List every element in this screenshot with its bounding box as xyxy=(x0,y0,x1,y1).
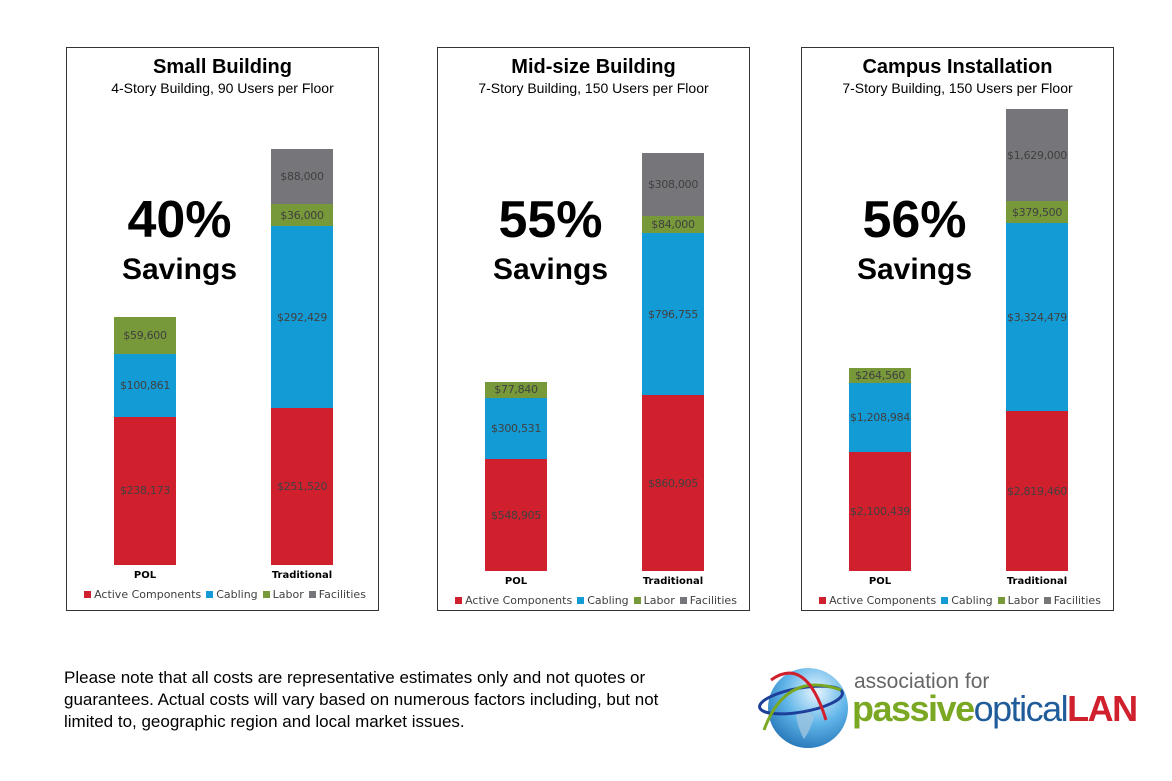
bar-segment-labor: $36,000 xyxy=(271,203,333,227)
category-label: Traditional xyxy=(1006,576,1068,587)
category-label: POL xyxy=(504,576,528,587)
category-label: Traditional xyxy=(271,570,333,581)
chart-subtitle: 7-Story Building, 150 Users per Floor xyxy=(478,80,709,96)
legend-label: Active Components xyxy=(465,594,573,607)
legend-swatch xyxy=(1043,597,1051,604)
legend-label: Facilities xyxy=(1053,594,1101,607)
category-label: POL xyxy=(133,570,157,581)
legend-label: Facilities xyxy=(318,588,366,601)
legend-label: Facilities xyxy=(689,594,737,607)
category-label: POL xyxy=(868,576,892,587)
legend-swatch xyxy=(308,591,316,598)
logo-wordmark: passiveopticalLAN xyxy=(852,688,1138,729)
chart-panel: Campus Installation 7-Story Building, 150… xyxy=(801,47,1114,611)
chart-panel: Mid-size Building 7-Story Building, 150 U… xyxy=(437,47,750,611)
bar-segment-labor: $59,600 xyxy=(114,316,176,354)
legend-swatch xyxy=(997,597,1005,604)
category-label: Traditional xyxy=(642,576,704,587)
legend-label: Labor xyxy=(643,594,675,607)
bar-segment-labor: $84,000 xyxy=(642,215,704,233)
bar-segment-labor: $264,560 xyxy=(849,368,911,384)
chart-title: Mid-size Building xyxy=(511,56,676,78)
chart-title: Small Building xyxy=(153,56,292,78)
bar-segment-facilities: $88,000 xyxy=(271,149,333,204)
savings-percent: 56% xyxy=(862,191,967,249)
legend-swatch xyxy=(84,591,92,598)
savings-percent: 40% xyxy=(127,191,232,249)
bar-segment-active-components: $2,100,439 xyxy=(849,451,911,571)
logo-line1: association for xyxy=(854,670,990,693)
savings-label: Savings xyxy=(492,253,609,286)
apolan-logo: association for passiveopticalLAN xyxy=(756,660,1138,755)
savings-percent: 55% xyxy=(498,191,603,249)
chart-legend: Active Components Cabling Labor Facilities xyxy=(67,588,378,601)
bar-segment-active-components: $860,905 xyxy=(642,395,704,571)
bar-segment-active-components: $548,905 xyxy=(485,459,547,571)
bar-segment-facilities: $308,000 xyxy=(642,153,704,216)
legend-label: Labor xyxy=(1007,594,1039,607)
legend-label: Cabling xyxy=(951,594,993,607)
bar-segment-cabling: $796,755 xyxy=(642,232,704,396)
chart-title: Campus Installation xyxy=(862,56,1053,78)
chart-legend: Active Components Cabling Labor Facilities xyxy=(802,594,1113,607)
bar-segment-cabling: $292,429 xyxy=(271,226,333,409)
bar-segment-active-components: $251,520 xyxy=(271,408,333,565)
bar-segment-cabling: $100,861 xyxy=(114,353,176,417)
legend-label: Labor xyxy=(272,588,304,601)
legend-swatch xyxy=(577,597,585,604)
bar-segment-labor: $77,840 xyxy=(485,381,547,398)
bar-segment-cabling: $300,531 xyxy=(485,397,547,460)
bar-segment-labor: $379,500 xyxy=(1006,201,1068,223)
legend-swatch xyxy=(262,591,270,598)
legend-swatch xyxy=(206,591,214,598)
legend-swatch xyxy=(455,597,463,604)
chart-subtitle: 7-Story Building, 150 Users per Floor xyxy=(842,80,1073,96)
legend-label: Active Components xyxy=(829,594,937,607)
legend-label: Active Components xyxy=(94,588,202,601)
chart-legend: Active Components Cabling Labor Facilities xyxy=(438,594,749,607)
bar-segment-cabling: $3,324,479 xyxy=(1006,222,1068,412)
chart-panel: Small Building 4-Story Building, 90 Users… xyxy=(66,47,379,611)
legend-swatch xyxy=(679,597,687,604)
bar-segment-active-components: $2,819,460 xyxy=(1006,411,1068,571)
legend-swatch xyxy=(941,597,949,604)
globe-icon xyxy=(758,668,848,748)
bar-segment-active-components: $238,173 xyxy=(114,416,176,565)
bar-segment-facilities: $1,629,000 xyxy=(1006,109,1068,202)
disclaimer-note: Please note that all costs are represent… xyxy=(64,668,659,731)
legend-label: Cabling xyxy=(587,594,629,607)
chart-subtitle: 4-Story Building, 90 Users per Floor xyxy=(111,80,334,96)
legend-swatch xyxy=(633,597,641,604)
legend-label: Cabling xyxy=(216,588,258,601)
legend-swatch xyxy=(819,597,827,604)
bar-segment-cabling: $1,208,984 xyxy=(849,383,911,452)
savings-label: Savings xyxy=(856,253,973,286)
savings-label: Savings xyxy=(121,253,238,286)
